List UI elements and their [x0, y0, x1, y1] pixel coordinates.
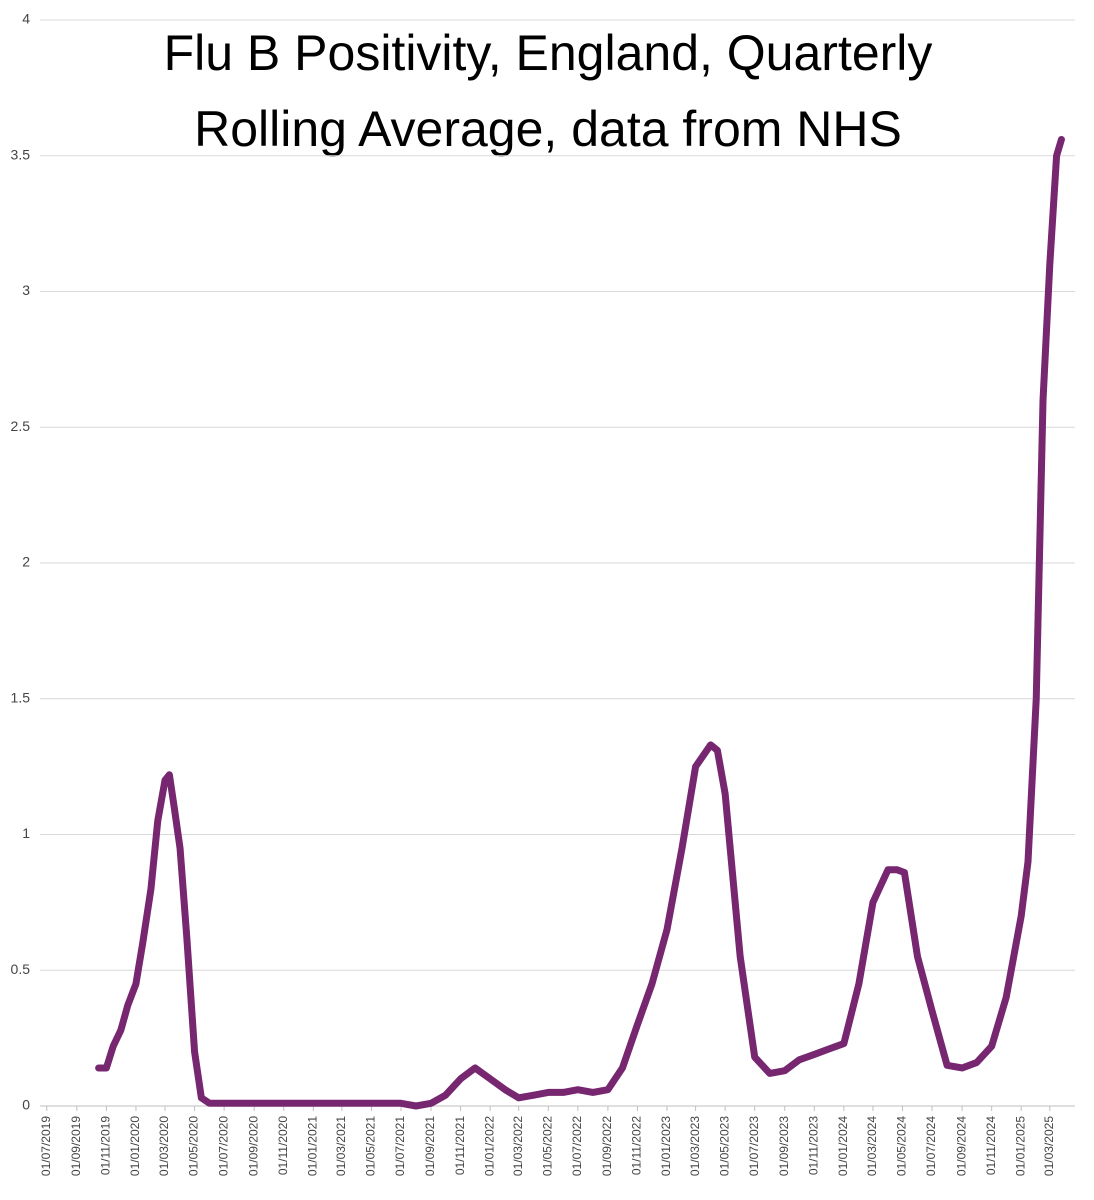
- x-tick-label: 01/11/2019: [99, 1116, 113, 1175]
- x-tick-label: 01/03/2025: [1042, 1116, 1056, 1176]
- y-tick-label: 1.5: [11, 689, 31, 705]
- x-tick-label: 01/09/2024: [954, 1116, 968, 1176]
- y-tick-label: 3: [22, 282, 30, 298]
- x-tick-label: 01/01/2025: [1013, 1116, 1027, 1176]
- x-tick-label: 01/09/2021: [423, 1116, 437, 1176]
- x-tick-label: 01/07/2019: [39, 1116, 53, 1176]
- x-tick-label: 01/11/2022: [630, 1116, 644, 1175]
- x-tick-label: 01/07/2021: [393, 1116, 407, 1176]
- x-tick-label: 01/01/2020: [128, 1116, 142, 1176]
- y-tick-label: 2.5: [11, 418, 31, 434]
- x-tick-label: 01/09/2022: [600, 1116, 614, 1176]
- y-tick-label: 1: [22, 825, 30, 841]
- x-tick-label: 01/05/2021: [364, 1116, 378, 1176]
- x-tick-label: 01/01/2022: [482, 1116, 496, 1176]
- x-tick-label: 01/03/2020: [157, 1116, 171, 1176]
- chart-title: Rolling Average, data from NHS: [194, 101, 902, 157]
- x-tick-label: 01/01/2024: [836, 1116, 850, 1176]
- y-tick-label: 0: [22, 1097, 30, 1113]
- x-tick-label: 01/05/2020: [187, 1116, 201, 1176]
- x-tick-label: 01/07/2020: [216, 1116, 230, 1176]
- x-tick-label: 01/09/2023: [777, 1116, 791, 1176]
- x-tick-label: 01/11/2023: [806, 1116, 820, 1175]
- y-tick-label: 4: [22, 11, 30, 27]
- data-line: [95, 135, 1065, 1110]
- x-tick-label: 01/05/2024: [895, 1116, 909, 1176]
- x-tick-label: 01/01/2021: [305, 1116, 319, 1176]
- x-tick-label: 01/11/2021: [453, 1116, 467, 1175]
- x-tick-label: 01/11/2024: [984, 1116, 998, 1175]
- x-tick-label: 01/05/2023: [717, 1116, 731, 1176]
- x-tick-label: 01/07/2022: [570, 1116, 584, 1176]
- x-tick-label: 01/05/2022: [540, 1116, 554, 1176]
- x-tick-label: 01/11/2020: [276, 1116, 290, 1175]
- x-tick-label: 01/03/2021: [334, 1116, 348, 1176]
- chart-title: Flu B Positivity, England, Quarterly: [164, 25, 933, 81]
- x-tick-label: 01/03/2022: [511, 1116, 525, 1176]
- x-tick-label: 01/07/2024: [924, 1116, 938, 1176]
- x-tick-label: 01/01/2023: [659, 1116, 673, 1176]
- x-tick-label: 01/03/2023: [688, 1116, 702, 1176]
- x-tick-label: 01/03/2024: [865, 1116, 879, 1176]
- x-tick-label: 01/07/2023: [747, 1116, 761, 1176]
- y-tick-label: 0.5: [11, 961, 31, 977]
- x-tick-label: 01/09/2020: [246, 1116, 260, 1176]
- x-tick-label: 01/09/2019: [69, 1116, 83, 1176]
- y-tick-label: 3.5: [11, 146, 31, 162]
- y-tick-label: 2: [22, 554, 30, 570]
